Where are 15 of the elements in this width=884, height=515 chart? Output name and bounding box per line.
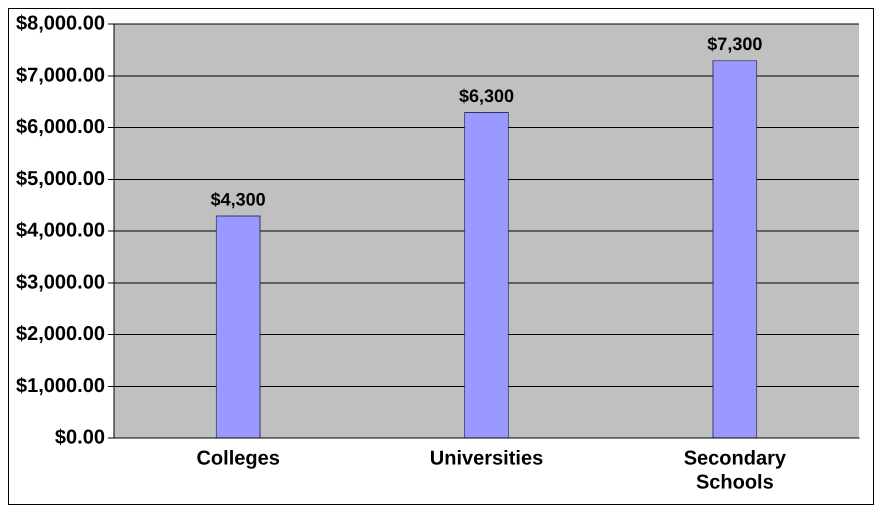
y-tick-label: $6,000.00 <box>16 116 105 138</box>
x-tick-label: Universities <box>430 448 544 470</box>
y-tick-label: $1,000.00 <box>16 374 105 397</box>
y-tick-label: $8,000.00 <box>16 12 105 35</box>
y-tick-label: $7,000.00 <box>16 64 105 86</box>
data-label: $7,300 <box>707 34 762 54</box>
y-tick-label: $5,000.00 <box>16 168 105 190</box>
y-tick-label: $0.00 <box>54 426 105 449</box>
y-tick-label: $3,000.00 <box>16 271 105 294</box>
data-label: $6,300 <box>458 86 514 106</box>
y-tick-label: $4,000.00 <box>16 220 105 242</box>
data-label: $4,300 <box>210 189 266 210</box>
x-tick-label: Colleges <box>196 448 280 470</box>
y-tick-label: $2,000.00 <box>16 323 105 346</box>
x-tick-label: Secondary Schools <box>684 448 787 494</box>
